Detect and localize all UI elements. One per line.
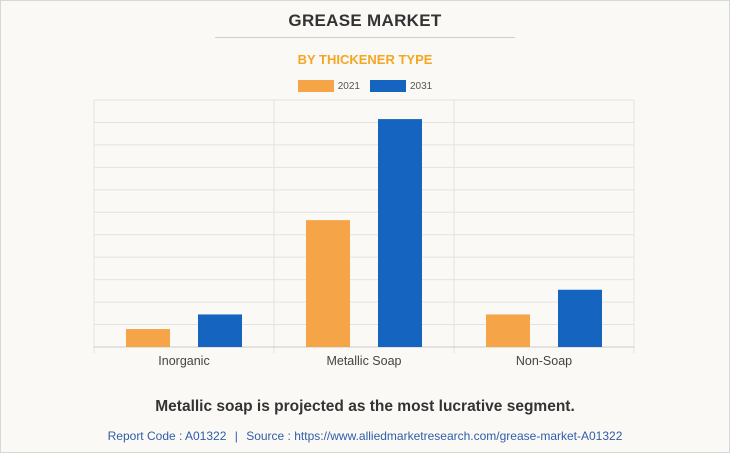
legend-label-2021: 2021 bbox=[337, 80, 360, 92]
x-tick-label: Non-Soap bbox=[516, 354, 572, 368]
legend-swatch-2031 bbox=[370, 80, 406, 92]
chart-subtitle: BY THICKENER TYPE bbox=[297, 52, 433, 67]
footer-separator: | bbox=[234, 429, 238, 443]
bar-inorganic-2021 bbox=[126, 329, 170, 347]
chart-title: GREASE MARKET bbox=[288, 11, 442, 30]
legend-item-2031: 2031 bbox=[370, 80, 432, 92]
legend-label-2031: 2031 bbox=[410, 80, 433, 92]
source-link[interactable]: Source : https://www.alliedmarketresearc… bbox=[246, 429, 623, 443]
bar-inorganic-2031 bbox=[198, 314, 242, 347]
bar-non-soap-2021 bbox=[486, 314, 530, 347]
x-tick-label: Metallic Soap bbox=[326, 354, 401, 368]
bar-non-soap-2031 bbox=[558, 289, 602, 347]
bar-metallic-soap-2031 bbox=[378, 119, 422, 347]
report-code: Report Code : A01322 bbox=[107, 429, 227, 443]
source-footer: Report Code : A01322 | Source : https://… bbox=[0, 429, 730, 443]
chart-legend: 2021 2031 bbox=[0, 80, 730, 92]
chart-caption: Metallic soap is projected as the most l… bbox=[155, 398, 575, 415]
legend-swatch-2021 bbox=[297, 80, 334, 92]
title-divider bbox=[215, 37, 515, 38]
bar-metallic-soap-2021 bbox=[306, 220, 350, 347]
legend-item-2021: 2021 bbox=[297, 80, 360, 92]
x-tick-label: Inorganic bbox=[158, 354, 209, 368]
